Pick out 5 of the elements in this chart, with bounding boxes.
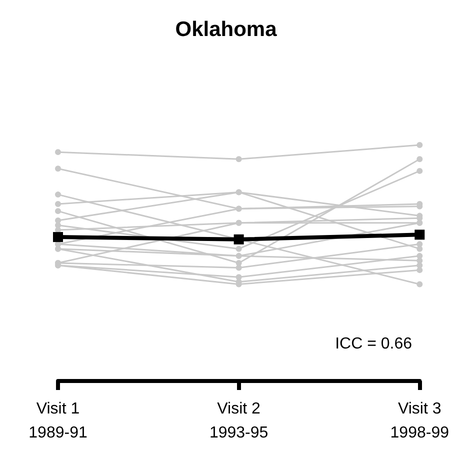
chart-title: Oklahoma xyxy=(175,18,278,41)
x-tick-label: Visit 1 1989-91 xyxy=(28,400,88,442)
x-tick-label: Visit 3 1998-99 xyxy=(390,400,450,442)
annotation: ICC = 0.66 xyxy=(335,336,412,352)
x-tick-label: Visit 2 1993-95 xyxy=(209,400,268,442)
